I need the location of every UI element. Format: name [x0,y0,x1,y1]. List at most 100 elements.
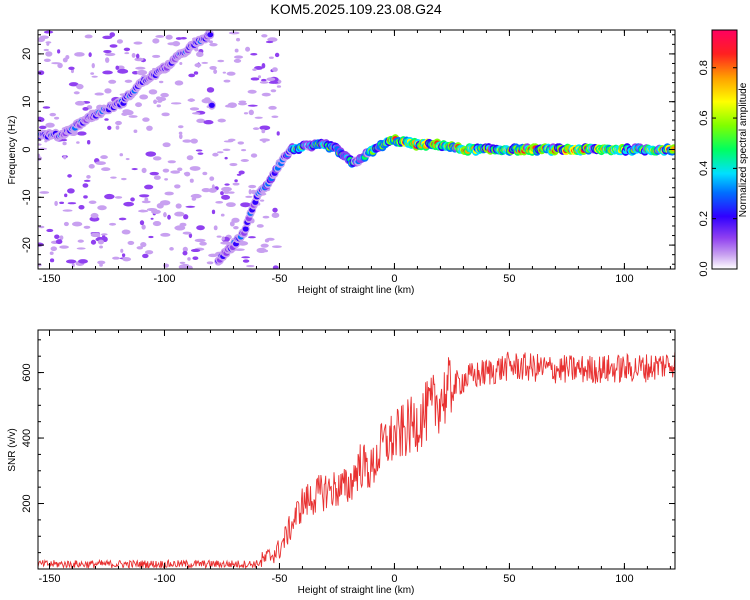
heatmap-cell [55,239,63,245]
heatmap-cell [83,225,91,229]
heatmap-cell [194,238,206,243]
heatmap-cell [177,167,183,172]
heatmap-cell [45,41,52,44]
snr-y-tick-label: 600 [21,363,33,381]
heatmap-cell [206,261,214,265]
heatmap-cell [45,122,55,128]
heatmap-cell [180,37,187,40]
heatmap-cell [76,131,87,136]
colorbar-tick-label: 0.8 [698,60,710,75]
heatmap-cell [115,125,120,130]
heatmap-cell [217,118,226,123]
spectrogram-y-tick-label: 0 [21,146,33,152]
colorbar-ticks: 0.0 0.2 0.4 0.6 0.8 [698,60,737,277]
spectrogram-y-axis-label: Frequency (Hz) [7,116,18,185]
heatmap-cell [164,178,169,181]
heatmap-cell [189,107,200,111]
heatmap-cell [51,62,61,65]
snr-y-tick-label: 200 [21,494,33,512]
heatmap-cell [271,212,280,218]
heatmap-cell [57,49,61,54]
heatmap-cell [121,253,126,258]
snr-frame [37,329,676,570]
heatmap-cell [223,79,231,83]
heatmap-cell [228,31,240,35]
heatmap-cell [265,40,274,44]
heatmap-cell [139,194,150,198]
heatmap-cell [247,89,257,94]
heatmap-cell [90,232,101,238]
heatmap-cell [670,146,675,152]
heatmap-cell [72,221,83,227]
heatmap-cell [67,174,72,178]
heatmap-cell [145,250,154,255]
heatmap-cell [240,202,251,208]
snr-x-tick-label: -100 [153,573,175,585]
heatmap-cell [169,247,174,251]
heatmap-cell [141,167,147,174]
spectrogram-x-tick-label: 50 [503,273,515,285]
heatmap-cell [128,115,138,118]
heatmap-cell [88,200,97,204]
heatmap-cell [229,162,238,167]
heatmap-cell [167,214,171,220]
heatmap-cell [82,183,89,188]
heatmap-cell [59,245,69,249]
heatmap-cell [144,197,149,202]
heatmap-cell [274,52,280,58]
snr-y-axis-label: SNR (v/v) [7,428,18,471]
heatmap-cell [136,69,148,76]
heatmap-cell [122,257,132,262]
heatmap-cell [120,248,124,253]
heatmap-cell [127,240,135,245]
spectrogram-y-tick-label: 10 [21,96,33,108]
heatmap-cell [162,142,171,148]
heatmap-cell [231,217,240,223]
heatmap-cell [209,43,218,47]
heatmap-cell [104,193,115,200]
heatmap-cell [178,131,183,135]
heatmap-cell [101,167,111,172]
heatmap-cell [68,66,75,70]
heatmap-cell [238,170,245,175]
heatmap-cell [209,65,217,70]
snr-x-tick-label: 0 [391,573,397,585]
snr-x-axis-label: Height of straight line (km) [298,585,415,596]
heatmap-cell [201,61,209,64]
heatmap-cell [115,65,120,70]
heatmap-cell [46,228,54,233]
heatmap-cell [247,236,256,239]
heatmap-cell [49,258,55,263]
heatmap-cell [178,264,189,269]
heatmap-cell [60,138,68,142]
heatmap-cell [54,200,58,207]
heatmap-cell [102,236,108,243]
spectrogram-y-tick-label: -20 [21,237,33,253]
heatmap-cell [252,127,260,130]
spectrogram-x-tick-label: -100 [153,273,175,285]
chart-title: KOM5.2025.109.23.08.G24 [270,1,441,17]
snr-series [38,351,675,569]
spectrogram-x-tick-label: -150 [38,273,60,285]
heatmap-cell [209,176,215,181]
heatmap-cell [271,115,279,119]
heatmap-cell [121,229,131,235]
heatmap-cell [141,200,151,204]
heatmap-cell [152,156,162,161]
heatmap-cell [78,259,88,264]
heatmap-cell [237,141,245,145]
heatmap-cell [124,79,133,83]
heatmap-cell [250,153,258,158]
heatmap-cell [221,186,232,192]
heatmap-cell [242,226,249,232]
heatmap-cell [135,102,142,108]
heatmap-cell [233,58,242,63]
heatmap-cell [73,91,80,95]
heatmap-cell [116,39,123,44]
heatmap-cell [182,246,188,253]
heatmap-cell [232,182,240,186]
heatmap-cell [204,97,211,102]
snr-y-ticks: 200 400 600 [21,339,675,570]
heatmap-cell [91,75,98,78]
